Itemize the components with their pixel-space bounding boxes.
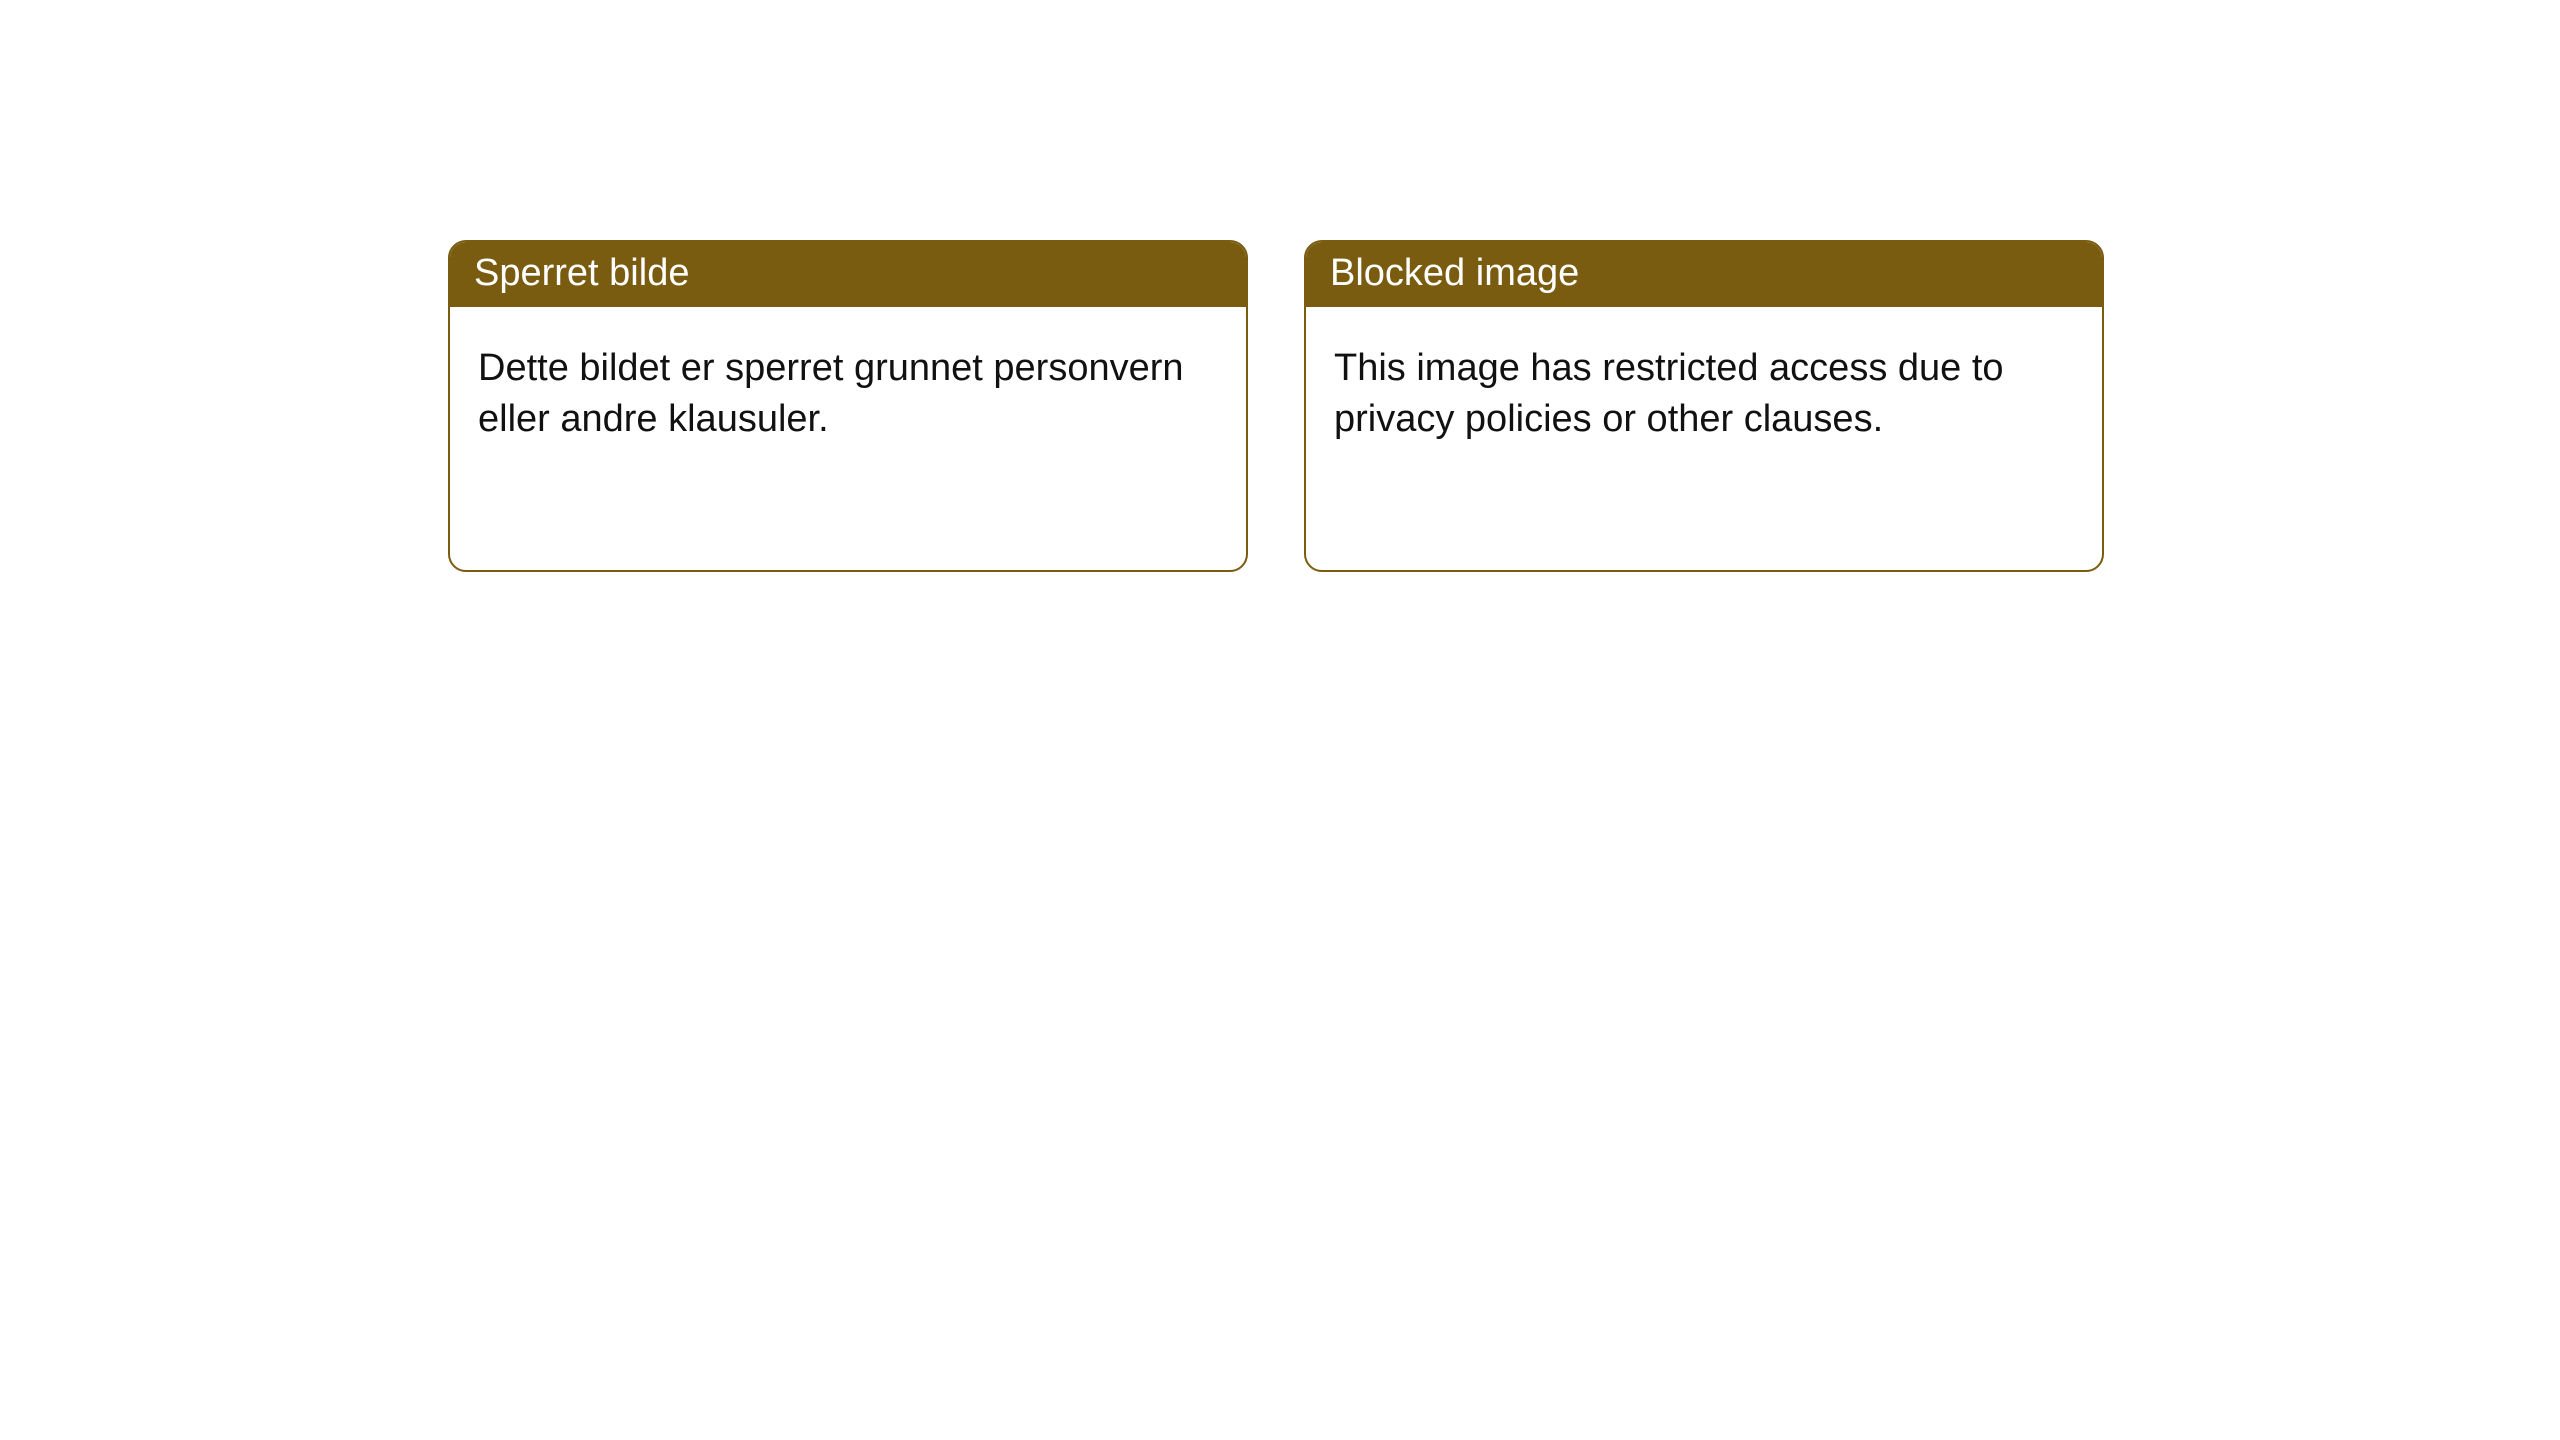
notice-header-english: Blocked image [1306,242,2102,307]
notice-body-english: This image has restricted access due to … [1306,307,2102,482]
notice-card-english: Blocked image This image has restricted … [1304,240,2104,572]
notice-header-norwegian: Sperret bilde [450,242,1246,307]
notice-container: Sperret bilde Dette bildet er sperret gr… [0,0,2560,572]
notice-card-norwegian: Sperret bilde Dette bildet er sperret gr… [448,240,1248,572]
notice-body-norwegian: Dette bildet er sperret grunnet personve… [450,307,1246,482]
